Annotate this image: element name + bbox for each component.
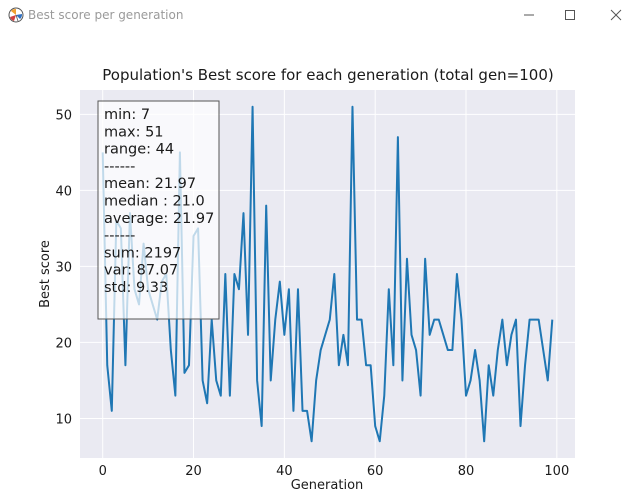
x-tick-label: 80 — [458, 464, 475, 479]
x-tick-label: 0 — [99, 464, 107, 479]
legend-line: mean: 21.97 — [104, 176, 196, 192]
y-tick-label: 20 — [55, 336, 72, 351]
chart: Population's Best score for each generat… — [38, 66, 575, 493]
legend-line: std: 9.33 — [104, 280, 168, 296]
x-tick-label: 40 — [276, 464, 293, 479]
minimize-button[interactable] — [506, 0, 552, 30]
tick-labels: 0 20 40 60 80 100 10 20 30 40 50 — [55, 108, 569, 479]
window-titlebar: Best score per generation — [0, 0, 633, 30]
legend-line: min: 7 — [104, 107, 150, 123]
legend-line: sum: 2197 — [104, 245, 181, 261]
legend-line: max: 51 — [104, 124, 164, 140]
legend-line: var: 87.07 — [104, 263, 178, 279]
legend-line: average: 21.97 — [104, 211, 214, 227]
legend-line: ------ — [104, 228, 135, 244]
legend-line: range: 44 — [104, 142, 174, 158]
x-tick-label: 60 — [367, 464, 384, 479]
close-icon — [610, 9, 622, 21]
maximize-button[interactable] — [547, 0, 593, 30]
close-button[interactable] — [593, 0, 633, 30]
y-tick-label: 30 — [55, 260, 72, 275]
y-tick-label: 50 — [55, 108, 72, 123]
legend-box — [97, 100, 220, 320]
x-tick-label: 20 — [185, 464, 202, 479]
x-tick-label: 100 — [544, 464, 569, 479]
x-axis-label: Generation — [291, 478, 364, 493]
window-title: Best score per generation — [28, 8, 184, 22]
legend-line: ------ — [104, 159, 135, 175]
y-axis-label: Best score — [38, 240, 53, 308]
legend-line: median : 21.0 — [104, 194, 205, 210]
matplotlib-logo-icon — [8, 7, 24, 23]
minimize-icon — [524, 14, 534, 16]
maximize-icon — [565, 10, 575, 20]
y-tick-label: 40 — [55, 184, 72, 199]
chart-title: Population's Best score for each generat… — [102, 66, 553, 84]
y-tick-label: 10 — [55, 412, 72, 427]
